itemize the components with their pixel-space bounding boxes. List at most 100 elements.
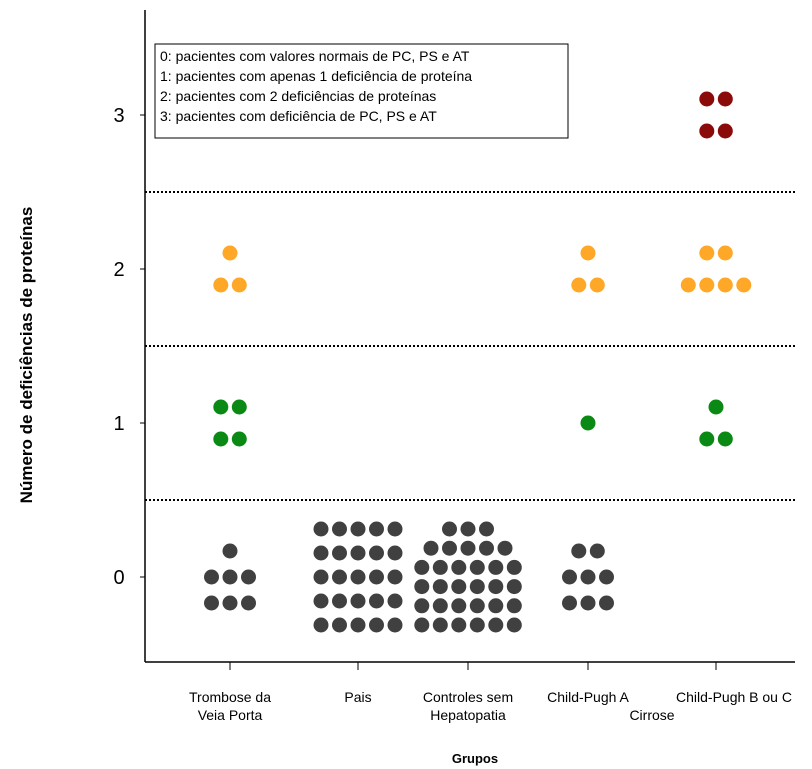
data-points: [204, 91, 752, 633]
data-point-level-2: [571, 277, 587, 293]
data-point-level-0: [432, 598, 448, 614]
data-point-level-0: [432, 579, 448, 595]
data-point-level-0: [506, 579, 522, 595]
data-point-level-0: [332, 521, 347, 537]
data-point-level-0: [562, 595, 577, 611]
x-tick-label: Child-Pugh B ou C: [676, 689, 792, 705]
data-point-level-0: [469, 559, 485, 575]
data-point-level-0: [469, 579, 485, 595]
data-point-level-0: [442, 521, 457, 537]
legend-entry: 0: pacientes com valores normais de PC, …: [160, 48, 470, 64]
data-point-level-1: [717, 431, 733, 447]
data-point-level-0: [451, 617, 467, 633]
data-point-level-0: [451, 579, 467, 595]
legend: 0: pacientes com valores normais de PC, …: [154, 43, 569, 139]
data-point-level-0: [387, 569, 403, 585]
data-point-level-0: [488, 559, 504, 575]
x-tick-label: Child-Pugh A: [547, 689, 629, 705]
data-point-level-0: [387, 545, 403, 561]
data-point-level-0: [571, 543, 587, 559]
data-point-level-0: [562, 569, 577, 585]
axes: [144, 10, 795, 663]
data-point-level-1: [231, 399, 247, 415]
y-tick-label: 2: [113, 259, 124, 281]
data-point-level-0: [488, 579, 504, 595]
data-point-level-1: [580, 415, 596, 431]
data-point-level-0: [442, 540, 457, 556]
data-point-level-2: [717, 245, 733, 261]
data-point-level-0: [599, 569, 614, 585]
y-axis-label: Número de deficiências de proteínas: [17, 207, 36, 504]
data-point-level-2: [699, 245, 715, 261]
x-axis-label: Grupos: [452, 751, 498, 766]
data-point-level-3: [699, 91, 715, 107]
data-point-level-0: [451, 559, 467, 575]
data-point-level-0: [369, 521, 384, 537]
legend-entry: 2: pacientes com 2 deficiências de prote…: [160, 88, 436, 104]
data-point-level-1: [708, 399, 724, 415]
data-point-level-2: [222, 245, 238, 261]
x-tick-label: Veia Porta: [198, 707, 263, 723]
data-point-level-0: [350, 545, 366, 561]
data-point-level-0: [387, 521, 403, 537]
data-point-level-0: [479, 540, 494, 556]
x-tick-label: Hepatopatia: [430, 707, 506, 723]
data-point-level-0: [222, 543, 238, 559]
data-point-level-0: [350, 569, 366, 585]
y-ticks: 0 1 2 3: [113, 105, 145, 589]
data-point-level-2: [717, 277, 733, 293]
data-point-level-0: [332, 569, 347, 585]
data-point-level-0: [369, 617, 384, 633]
data-point-level-0: [414, 579, 430, 595]
data-point-level-0: [432, 559, 448, 575]
data-point-level-0: [222, 569, 238, 585]
data-point-level-2: [231, 277, 247, 293]
data-point-level-0: [488, 617, 504, 633]
data-point-level-0: [332, 545, 347, 561]
data-point-level-2: [736, 277, 752, 293]
data-point-level-0: [222, 595, 238, 611]
data-point-level-0: [497, 540, 513, 556]
data-point-level-0: [313, 593, 329, 609]
data-point-level-3: [699, 123, 715, 139]
data-point-level-0: [589, 543, 605, 559]
data-point-level-2: [213, 277, 229, 293]
legend-entry: 3: pacientes com deficiência de PC, PS e…: [160, 108, 437, 124]
data-point-level-0: [506, 598, 522, 614]
data-point-level-0: [204, 569, 219, 585]
data-point-level-0: [369, 593, 384, 609]
data-point-level-0: [313, 569, 329, 585]
data-point-level-0: [387, 617, 403, 633]
data-point-level-0: [580, 595, 596, 611]
x-tick-label: Trombose da: [189, 689, 271, 705]
data-point-level-0: [469, 617, 485, 633]
data-point-level-0: [451, 598, 467, 614]
data-point-level-0: [460, 540, 476, 556]
data-point-level-0: [313, 545, 329, 561]
data-point-level-0: [432, 617, 448, 633]
x-ticks: [229, 662, 717, 670]
data-point-level-2: [580, 245, 596, 261]
y-tick-label: 3: [113, 105, 124, 127]
data-point-level-0: [332, 617, 347, 633]
data-point-level-1: [231, 431, 247, 447]
data-point-level-1: [213, 399, 229, 415]
data-point-level-0: [414, 559, 430, 575]
x-tick-label: Pais: [344, 689, 371, 705]
data-point-level-0: [414, 598, 430, 614]
group-label-cirrose: Cirrose: [629, 707, 674, 723]
data-point-level-0: [414, 617, 430, 633]
data-point-level-0: [204, 595, 219, 611]
data-point-level-0: [241, 569, 256, 585]
data-point-level-0: [313, 617, 329, 633]
data-point-level-0: [241, 595, 256, 611]
data-point-level-0: [369, 569, 384, 585]
data-point-level-0: [580, 569, 596, 585]
data-point-level-0: [387, 593, 403, 609]
data-point-level-0: [350, 617, 366, 633]
data-point-level-0: [479, 521, 494, 537]
data-point-level-0: [350, 593, 366, 609]
data-point-level-0: [469, 598, 485, 614]
x-tick-labels: Trombose da Veia Porta Pais Controles se…: [189, 689, 792, 723]
